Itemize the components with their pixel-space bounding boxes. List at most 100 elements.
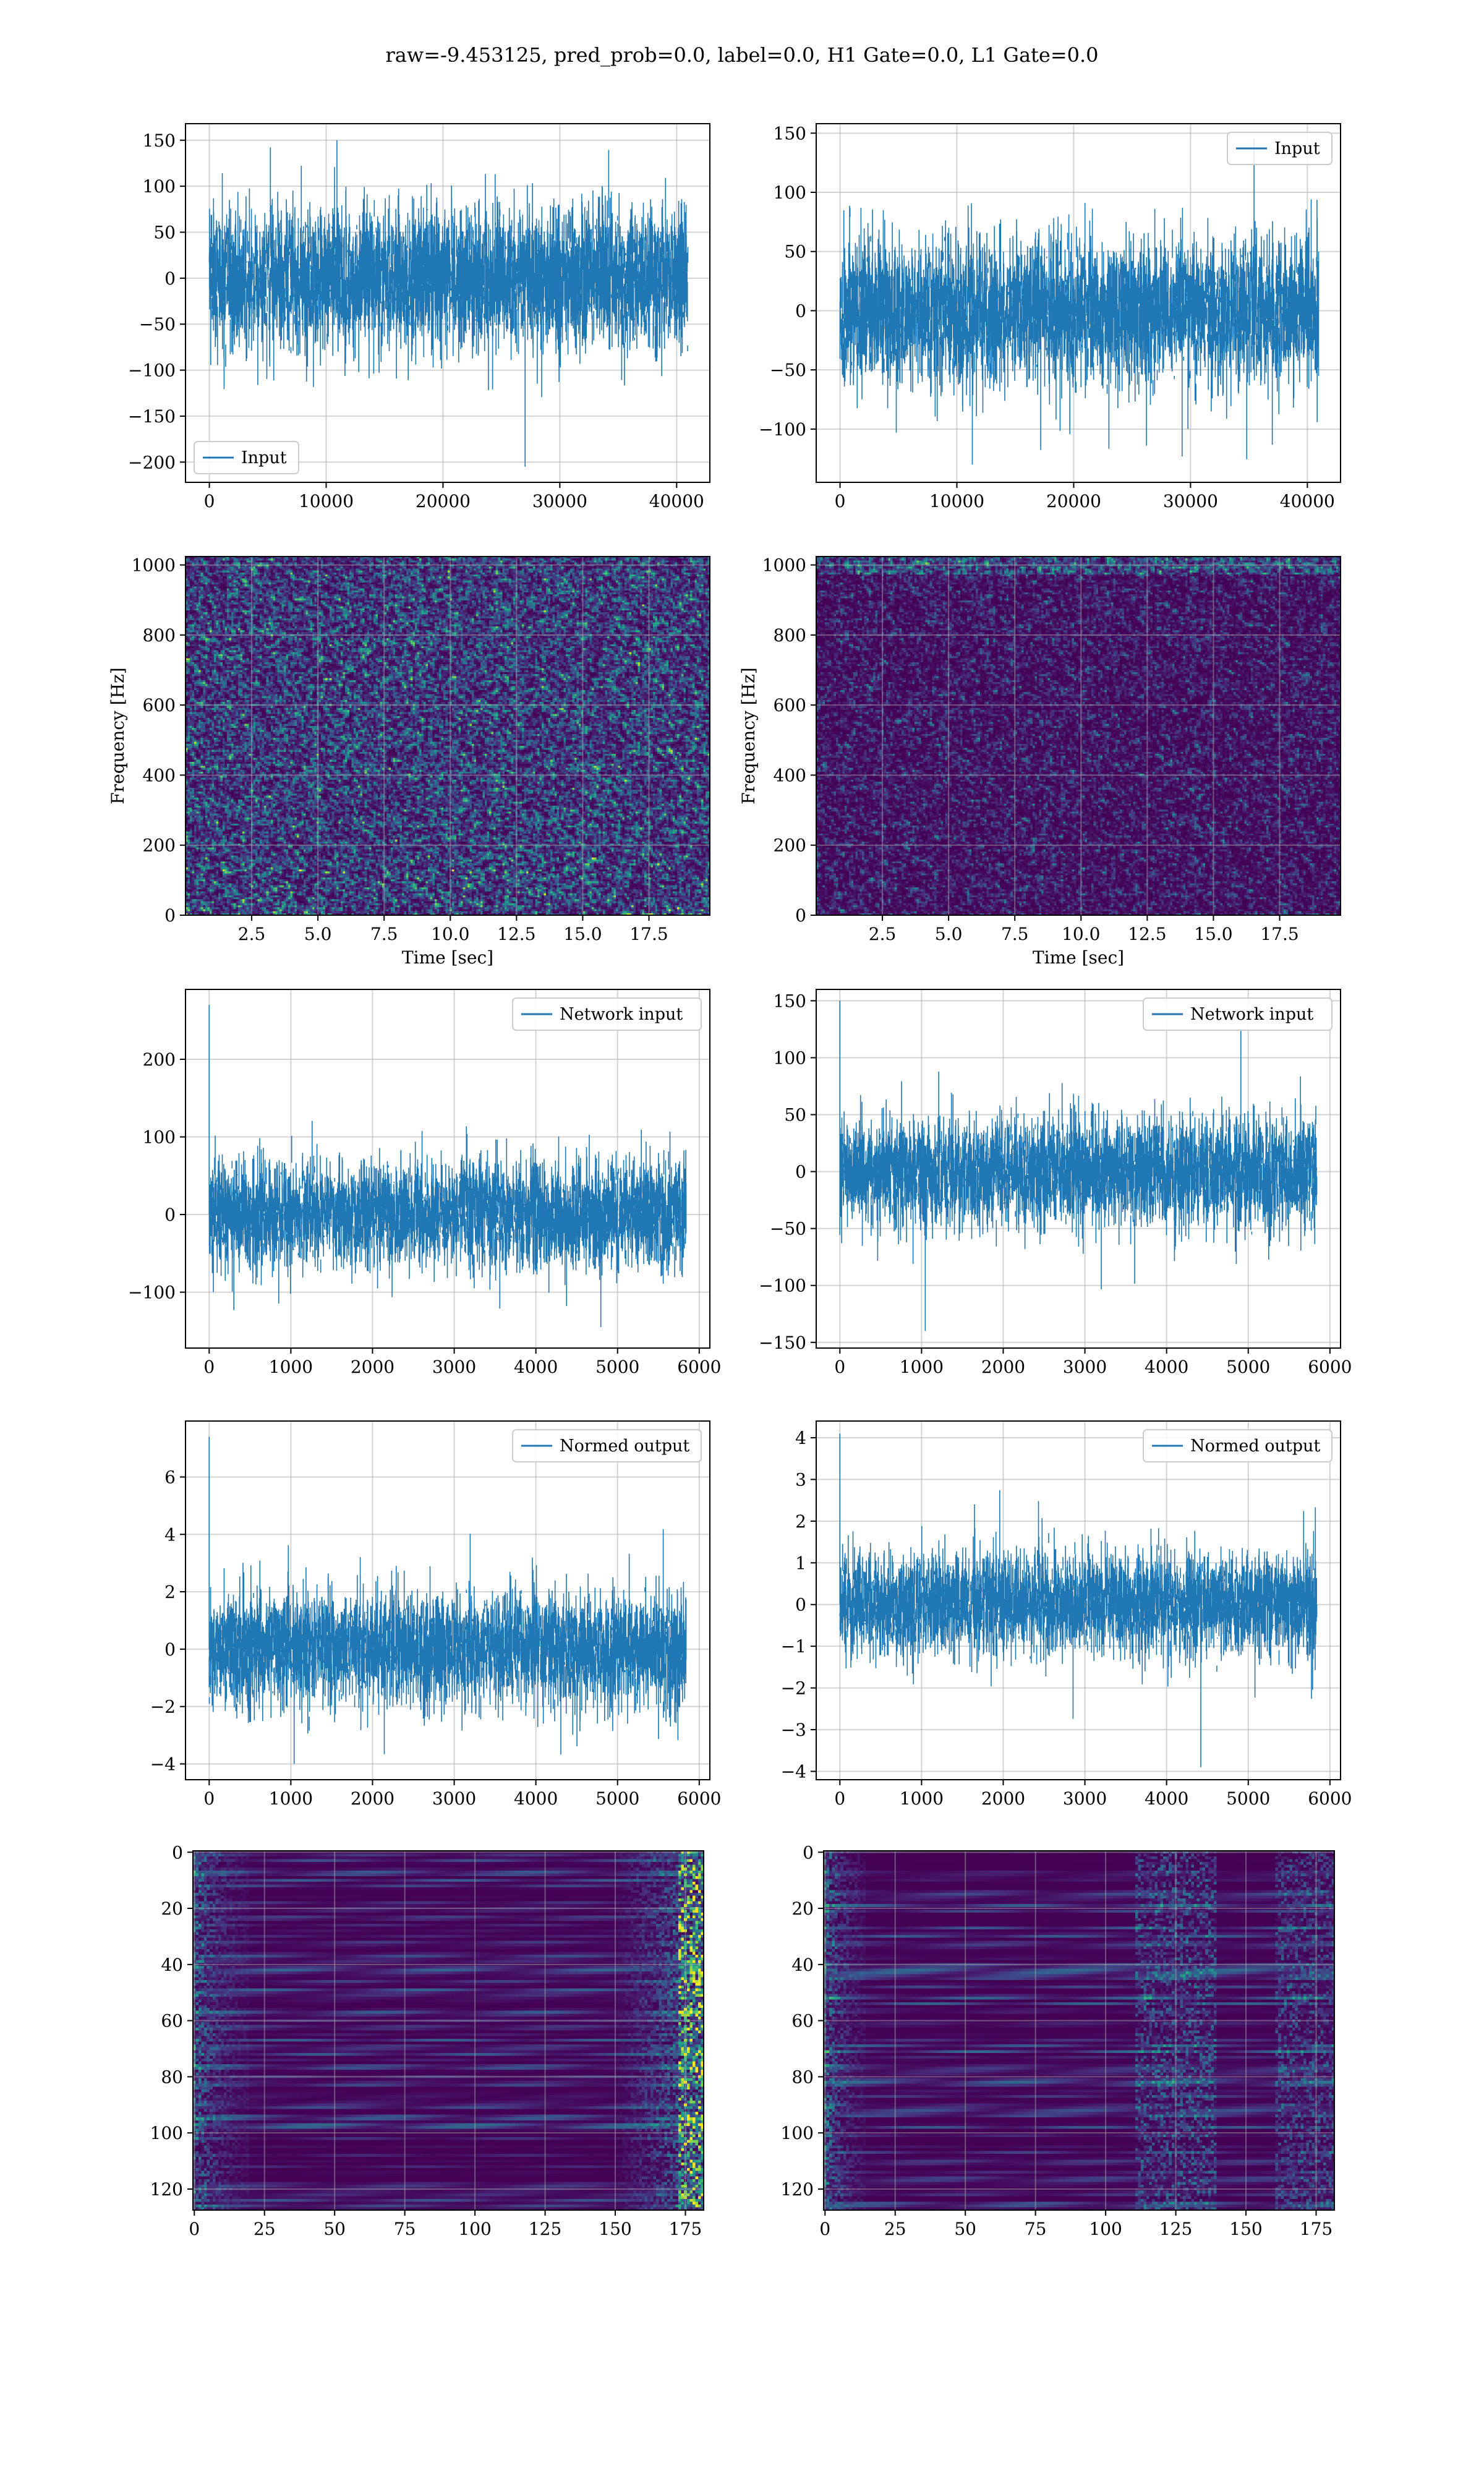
- y-tick-label: 50: [153, 222, 176, 242]
- y-tick-label: 20: [161, 1898, 183, 1919]
- axes-frame: [816, 123, 1341, 483]
- x-tick-label: 150: [1229, 2219, 1262, 2239]
- y-tick-label: −150: [759, 1333, 806, 1353]
- plot-background: [186, 1421, 710, 1780]
- legend: Input: [1227, 132, 1333, 165]
- heatmap-image: [186, 557, 710, 915]
- y-tick-label: −2: [150, 1697, 176, 1717]
- x-tick-label: 30000: [532, 491, 587, 511]
- legend-box: [1143, 997, 1333, 1031]
- legend-label: Input: [1274, 139, 1320, 158]
- y-tick-label: 150: [143, 130, 176, 151]
- y-tick-label: 100: [774, 182, 806, 203]
- x-tick-label: 2.5: [238, 924, 266, 944]
- x-tick-label: 3000: [432, 1788, 476, 1809]
- legend-box: [1227, 132, 1333, 165]
- series-line: [208, 1005, 687, 1328]
- axes-frame: [816, 989, 1341, 1349]
- y-tick-label: 1000: [762, 555, 806, 576]
- series-line: [839, 1433, 1318, 1767]
- y-tick-label: 150: [774, 123, 806, 143]
- y-tick-label: −150: [128, 406, 176, 427]
- x-tick-label: 2000: [981, 1788, 1025, 1809]
- x-tick-label: 3000: [432, 1357, 476, 1377]
- x-tick-label: 5000: [1226, 1357, 1270, 1377]
- y-axis-label: Frequency [Hz]: [108, 667, 128, 804]
- axes-feature-map-l1: 0 25 50 75 100 125 150 175 0 20 40 60 80 100 120: [781, 1842, 1335, 2239]
- x-tick-label: 100: [458, 2219, 491, 2239]
- x-tick-label: 25: [884, 2219, 906, 2239]
- axes-frame: [185, 1420, 710, 1780]
- x-tick-label: 0: [189, 2219, 200, 2239]
- x-tick-label: 0: [204, 491, 215, 511]
- axes-frame: [185, 556, 710, 916]
- x-tick-label: 30000: [1163, 491, 1218, 511]
- y-tick-label: 120: [150, 2179, 183, 2200]
- legend-label: Normed output: [560, 1437, 689, 1456]
- x-tick-label: 5000: [1226, 1788, 1270, 1809]
- y-tick-label: 60: [161, 2011, 183, 2031]
- x-tick-label: 17.5: [629, 924, 668, 944]
- x-tick-label: 0: [835, 491, 846, 511]
- x-tick-label: 0: [203, 1357, 215, 1377]
- y-tick-label: 200: [143, 1049, 176, 1070]
- y-tick-label: 1000: [132, 555, 176, 576]
- axes-frame: [192, 1850, 704, 2211]
- legend-box: [194, 441, 299, 474]
- y-tick-label: 0: [795, 1162, 806, 1182]
- axes-network-input-h1: 0 1000 2000 3000 4000 5000 6000 −100 0 100 200 Netw…: [128, 989, 721, 1377]
- x-tick-label: 125: [1159, 2219, 1192, 2239]
- x-tick-label: 175: [669, 2219, 702, 2239]
- legend-label: Normed output: [1190, 1437, 1320, 1456]
- axes-normed-output-l1: 0 1000 2000 3000 4000 5000 6000 −4 −3 −2 −1 0 1 2 3 4 No…: [781, 1420, 1352, 1809]
- y-tick-label: −200: [128, 452, 176, 472]
- x-tick-label: 2000: [351, 1357, 394, 1377]
- x-tick-label: 1000: [269, 1357, 313, 1377]
- x-tick-label: 7.5: [370, 924, 398, 944]
- x-tick-label: 1000: [900, 1788, 944, 1809]
- x-tick-label: 0: [834, 1788, 845, 1809]
- x-tick-label: 50: [323, 2219, 346, 2239]
- y-tick-label: 400: [774, 765, 806, 785]
- y-tick-label: −2: [781, 1678, 806, 1699]
- x-tick-label: 10.0: [431, 924, 469, 944]
- x-tick-label: 40000: [649, 491, 704, 511]
- x-tick-label: 75: [1025, 2219, 1047, 2239]
- axes-feature-map-h1: 0 25 50 75 100 125 150 175 0 20 40 60 80 100 120: [150, 1842, 704, 2239]
- heatmap-image: [816, 557, 1341, 915]
- x-tick-label: 2000: [981, 1357, 1025, 1377]
- x-axis-label: Time [sec]: [402, 947, 493, 968]
- y-tick-label: −50: [770, 1219, 806, 1239]
- legend: Input: [194, 441, 299, 474]
- y-tick-label: 40: [791, 1955, 814, 1975]
- legend-box: [512, 997, 702, 1031]
- x-tick-label: 2000: [351, 1788, 394, 1809]
- legend-box: [512, 1429, 702, 1462]
- y-tick-label: −50: [770, 360, 806, 380]
- axes-spectrogram-l1: 2.5 5.0 7.5 10.0 12.5 15.0 17.5 0 200 400 600 800 10…: [738, 555, 1341, 968]
- series-line: [839, 1001, 1318, 1331]
- x-tick-label: 75: [394, 2219, 416, 2239]
- x-tick-label: 0: [819, 2219, 830, 2239]
- x-tick-label: 0: [203, 1788, 215, 1809]
- x-tick-label: 150: [599, 2219, 631, 2239]
- x-tick-label: 15.0: [563, 924, 602, 944]
- x-tick-label: 10000: [929, 491, 984, 511]
- x-tick-label: 5000: [595, 1788, 639, 1809]
- y-tick-label: 4: [164, 1524, 176, 1545]
- y-tick-label: 100: [150, 2123, 183, 2143]
- y-tick-label: −100: [128, 361, 176, 381]
- y-tick-label: −4: [781, 1762, 806, 1782]
- x-tick-label: 20000: [416, 491, 471, 511]
- x-tick-label: 50: [954, 2219, 976, 2239]
- y-tick-label: 400: [143, 765, 176, 785]
- heatmap-image: [824, 1851, 1334, 2210]
- legend-label: Network input: [1190, 1005, 1313, 1024]
- series-line: [208, 140, 689, 467]
- x-tick-label: 100: [1089, 2219, 1122, 2239]
- legend: Network input: [512, 997, 702, 1031]
- x-tick-label: 1000: [900, 1357, 944, 1377]
- y-tick-label: 600: [143, 695, 176, 715]
